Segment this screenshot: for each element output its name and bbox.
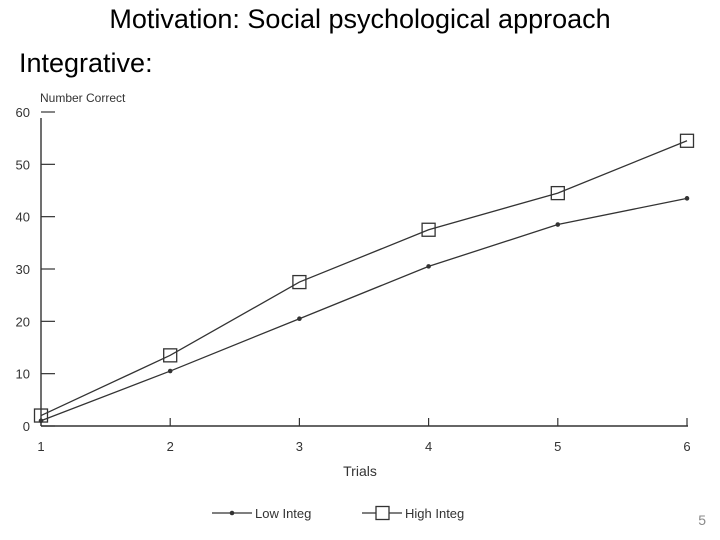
series-low-integ [38, 196, 690, 424]
data-point [292, 274, 307, 290]
data-point [33, 408, 49, 423]
x-axis-title: Trials [343, 463, 377, 479]
x-tick-label: 5 [554, 439, 561, 454]
legend-item: High Integ [362, 505, 464, 521]
x-tick-label: 2 [167, 439, 174, 454]
data-point [167, 368, 173, 374]
slide-subtitle: Integrative: [19, 48, 153, 78]
x-tick-label: 3 [296, 439, 303, 454]
data-point [679, 133, 695, 148]
legend-label: High Integ [405, 506, 464, 521]
series-line [40, 197, 688, 422]
series-high-integ [33, 133, 695, 423]
data-point [684, 196, 690, 201]
legend-item: Low Integ [212, 506, 311, 521]
data-point [297, 316, 302, 322]
page-number: 5 [698, 512, 706, 528]
data-point [163, 348, 178, 363]
data-point [555, 222, 561, 227]
data-point [426, 264, 431, 269]
data-point [550, 185, 565, 201]
legend-label: Low Integ [255, 506, 311, 521]
y-tick-label: 60 [16, 105, 30, 120]
legend-marker [375, 505, 390, 521]
slide-title: Motivation: Social psychological approac… [109, 4, 611, 34]
series-line [40, 140, 688, 417]
x-tick-label: 1 [37, 439, 44, 454]
y-axis-title: Number Correct [40, 91, 126, 105]
y-tick-label: 0 [23, 419, 30, 434]
y-tick-label: 10 [16, 367, 30, 382]
y-tick-label: 50 [16, 157, 30, 172]
y-tick-label: 30 [16, 262, 30, 277]
x-tick-label: 6 [683, 439, 690, 454]
y-tick-label: 20 [16, 314, 30, 329]
legend-marker [229, 510, 235, 516]
x-tick-label: 4 [425, 439, 432, 454]
y-tick-label: 40 [16, 210, 30, 225]
data-point [421, 222, 436, 237]
